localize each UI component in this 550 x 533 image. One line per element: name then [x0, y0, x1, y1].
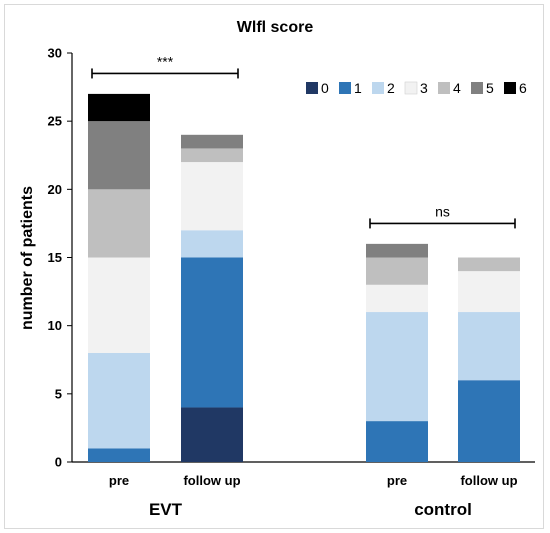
legend-swatch [438, 82, 450, 94]
bar-segment [458, 380, 520, 462]
legend-swatch [504, 82, 516, 94]
y-tick-label: 10 [48, 318, 62, 333]
bar-segment [181, 134, 243, 149]
legend-label: 0 [321, 80, 329, 96]
legend-label: 3 [420, 80, 428, 96]
bar-segment [366, 284, 428, 313]
bar-segment [88, 448, 150, 462]
significance-annotations: *** ns [91, 53, 516, 229]
bar-segment [181, 230, 243, 258]
x-tick-label: follow up [460, 473, 517, 488]
x-tick-label: pre [387, 473, 407, 488]
chart-title: Wlfl score [237, 19, 314, 36]
y-tick-label: 0 [55, 455, 62, 470]
bar-segment [458, 257, 520, 272]
bars [88, 93, 520, 462]
legend-label: 2 [387, 80, 395, 96]
bar-segment [181, 257, 243, 408]
bar-segment [181, 162, 243, 231]
bar-segment [366, 312, 428, 422]
bar-segment [458, 312, 520, 381]
bar-segment [88, 352, 150, 449]
bar-segment [181, 407, 243, 462]
bar-segment [458, 271, 520, 313]
legend: 0 1 2 3 4 5 6 [306, 80, 527, 96]
x-tick-label: follow up [183, 473, 240, 488]
bar-segment [88, 257, 150, 353]
bar-segment [181, 148, 243, 163]
legend-swatch [306, 82, 318, 94]
legend-label: 5 [486, 80, 494, 96]
y-axis-label: number of patients [19, 186, 36, 330]
y-tick-label: 25 [48, 114, 62, 129]
bar-segment [88, 93, 150, 122]
bar-segment [88, 189, 150, 258]
legend-label: 4 [453, 80, 461, 96]
bar-segment [366, 421, 428, 462]
legend-swatch [404, 81, 418, 95]
legend-swatch [471, 82, 483, 94]
legend-swatch [372, 82, 384, 94]
group-label: control [414, 500, 472, 519]
significance-label: ns [435, 203, 450, 219]
significance-label: *** [157, 53, 174, 69]
legend-label: 1 [354, 80, 362, 96]
y-tick-label: 20 [48, 182, 62, 197]
bar-segment [88, 121, 150, 190]
y-tick-label: 5 [55, 386, 62, 401]
bar-segment [366, 243, 428, 258]
bar-segment [366, 257, 428, 285]
legend-label: 6 [519, 80, 527, 96]
legend-swatch [339, 82, 351, 94]
y-tick-label: 15 [48, 250, 62, 265]
y-tick-label: 30 [48, 46, 62, 61]
group-label: EVT [149, 500, 183, 519]
x-tick-label: pre [109, 473, 129, 488]
